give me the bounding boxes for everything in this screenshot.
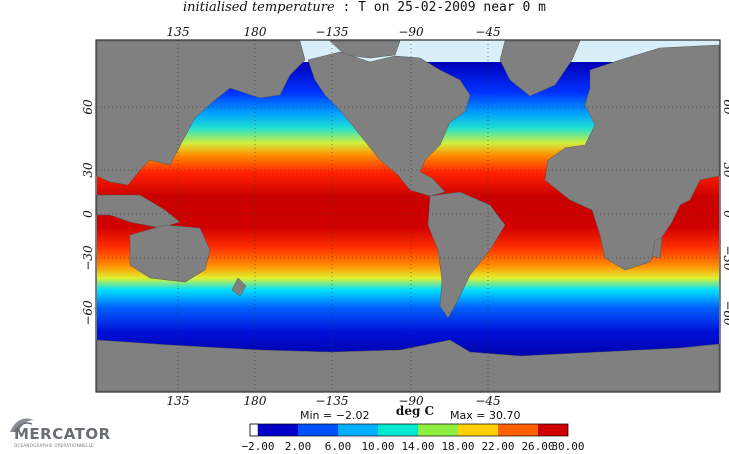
colorbar-label: 2.00 (285, 440, 312, 453)
lat-right-tick: 30 (721, 162, 729, 178)
logo-tagline: OCEANOGRAPHIE OPERATIONNELLE (14, 443, 94, 448)
lon-top-tick: 180 (244, 25, 267, 39)
lon-top-tick: −135 (316, 25, 349, 39)
colorbar-label: 14.00 (401, 440, 434, 453)
lon-top-tick: −45 (475, 25, 500, 39)
max-label: Max = 30.70 (450, 409, 521, 422)
lon-bottom-tick: −45 (475, 394, 500, 408)
lat-left-tick: 0 (81, 210, 95, 218)
logo-mark (10, 418, 34, 433)
title-prefix: initialised temperature (182, 0, 335, 15)
mercator-logo: MERCATOR OCEANOGRAPHIE OPERATIONNELLE (4, 410, 122, 450)
lat-right-tick: 60 (721, 99, 729, 115)
colorbar-label: 22.00 (481, 440, 514, 453)
lon-bottom-tick: 135 (167, 394, 190, 408)
lon-top-tick: −90 (398, 25, 424, 39)
map-title: initialised temperature : T on 25-02-200… (0, 0, 729, 15)
graticule (96, 40, 720, 392)
lat-left-tick: −60 (81, 300, 95, 326)
colorbar-label: −2.00 (241, 440, 274, 453)
units-label: deg C (395, 404, 435, 418)
lat-left-tick: 30 (81, 162, 95, 178)
lat-right-tick: −30 (721, 245, 729, 271)
colorbar-label: 26.00 (521, 440, 554, 453)
colorbar-label: 6.00 (325, 440, 352, 453)
title-main: : T on 25-02-2009 near 0 m (342, 0, 547, 15)
lon-top-tick: 135 (167, 25, 190, 39)
land-masses (96, 40, 720, 392)
lon-bottom-tick: 180 (244, 394, 267, 408)
logo-text: MERCATOR (14, 425, 111, 443)
colorbar (249, 423, 569, 437)
lat-right-tick: 0 (721, 210, 729, 218)
lon-bottom-tick: −135 (316, 394, 349, 408)
colorbar-label: 18.00 (441, 440, 474, 453)
min-label: Min = −2.02 (300, 409, 370, 422)
lat-left-tick: 60 (81, 99, 95, 115)
lat-left-tick: −30 (81, 245, 95, 271)
lat-right-tick: −60 (721, 300, 729, 326)
colorbar-label: 10.00 (361, 440, 394, 453)
colorbar-label: 30.00 (551, 440, 584, 453)
lon-bottom-tick: −90 (398, 394, 424, 408)
